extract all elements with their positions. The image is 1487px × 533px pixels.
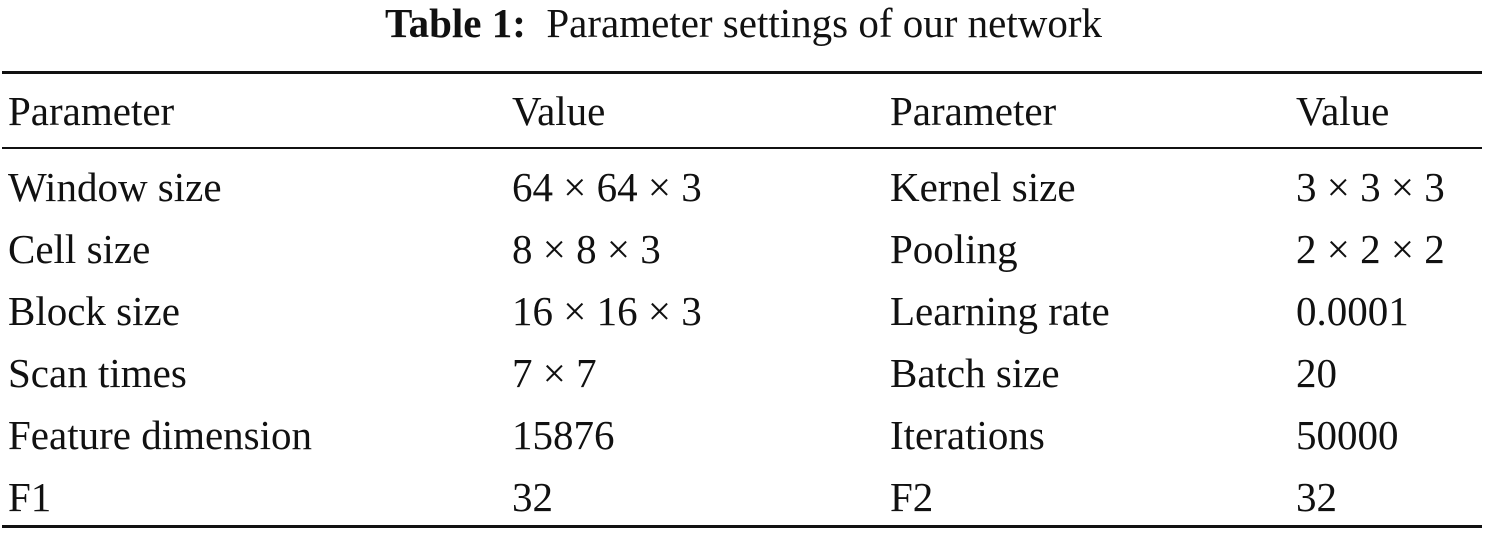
parameter-value-cell: 32 bbox=[1296, 474, 1337, 520]
parameter-value-cell: 64 × 64 × 3 bbox=[512, 164, 702, 210]
parameter-name-cell: Cell size bbox=[8, 226, 151, 272]
parameter-name-cell: Pooling bbox=[890, 226, 1018, 272]
parameter-name-cell: Batch size bbox=[890, 350, 1060, 396]
parameter-value-cell: 7 × 7 bbox=[512, 350, 597, 396]
parameter-name-cell: Feature dimension bbox=[8, 412, 313, 458]
caption-text: Parameter settings of our network bbox=[546, 0, 1102, 46]
column-header: Value bbox=[1296, 88, 1390, 134]
column-header: Parameter bbox=[890, 88, 1057, 134]
header-rule bbox=[2, 147, 1482, 149]
parameter-value-cell: 32 bbox=[512, 474, 553, 520]
parameter-name-cell: Kernel size bbox=[890, 164, 1076, 210]
parameter-value-cell: 3 × 3 × 3 bbox=[1296, 164, 1445, 210]
parameter-value-cell: 2 × 2 × 2 bbox=[1296, 226, 1445, 272]
parameter-value-cell: 0.0001 bbox=[1296, 288, 1409, 334]
parameter-value-cell: 15876 bbox=[512, 412, 615, 458]
parameter-name-cell: F2 bbox=[890, 474, 934, 520]
parameter-value-cell: 8 × 8 × 3 bbox=[512, 226, 661, 272]
parameter-name-cell: Iterations bbox=[890, 412, 1045, 458]
bottom-rule bbox=[2, 525, 1482, 528]
column-header: Value bbox=[512, 88, 606, 134]
top-rule bbox=[2, 71, 1482, 74]
parameter-name-cell: F1 bbox=[8, 474, 52, 520]
parameter-value-cell: 50000 bbox=[1296, 412, 1399, 458]
parameter-name-cell: Window size bbox=[8, 164, 222, 210]
parameter-name-cell: Scan times bbox=[8, 350, 187, 396]
parameter-value-cell: 20 bbox=[1296, 350, 1337, 396]
caption-label: Table 1: bbox=[384, 0, 526, 46]
parameter-value-cell: 16 × 16 × 3 bbox=[512, 288, 702, 334]
parameter-name-cell: Learning rate bbox=[890, 288, 1110, 334]
column-header: Parameter bbox=[8, 88, 175, 134]
parameter-name-cell: Block size bbox=[8, 288, 180, 334]
table-caption: Table 1: Parameter settings of our netwo… bbox=[0, 0, 1487, 46]
